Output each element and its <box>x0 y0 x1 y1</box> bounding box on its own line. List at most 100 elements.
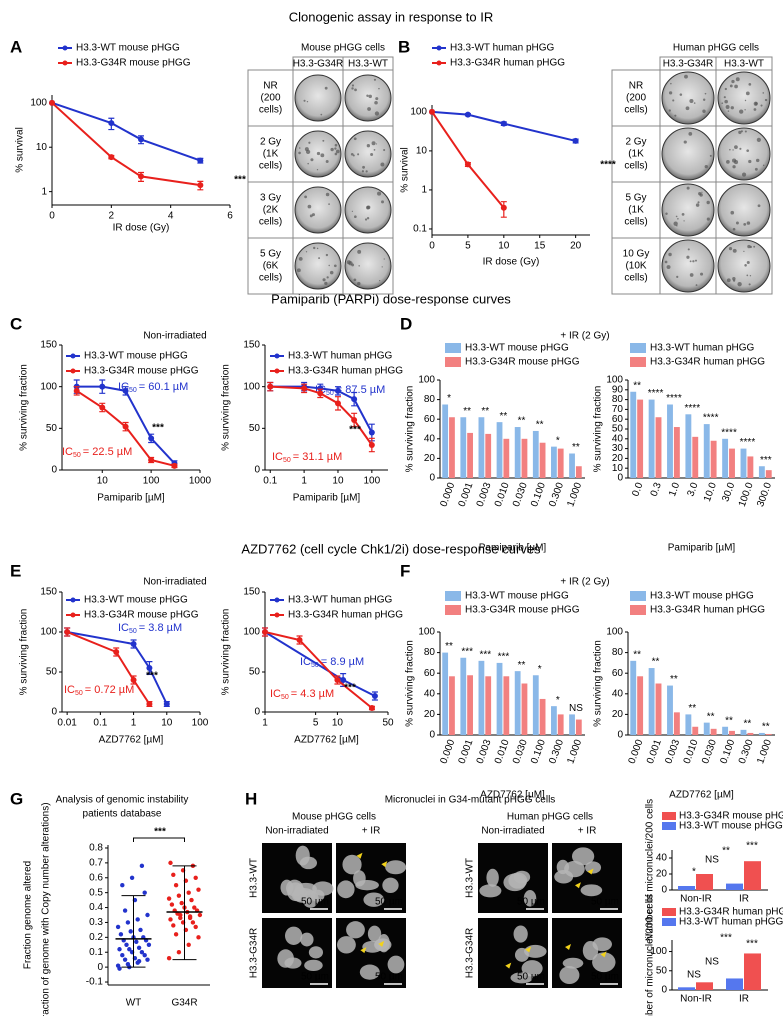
bar <box>557 714 564 735</box>
y-tick-label: 0 <box>51 465 57 476</box>
colony <box>383 258 385 260</box>
y-tick-label: 100 <box>606 375 623 386</box>
colony <box>310 158 314 162</box>
colony <box>695 203 700 207</box>
series-line <box>66 631 151 705</box>
bar <box>685 414 692 478</box>
y-tick-label: 150 <box>40 340 57 351</box>
nucleus <box>592 952 616 973</box>
significance: ** <box>572 442 580 453</box>
x-tick-label: 0.000 <box>438 738 457 766</box>
x-axis-label: AZD7762 [µM] <box>669 790 734 801</box>
significance: ** <box>481 406 489 417</box>
bar <box>747 456 754 478</box>
y-axis-label: % surviving fraction <box>19 609 30 696</box>
legend-swatch <box>445 591 461 601</box>
legend-label: H3.3-WT mouse pHGG <box>76 43 180 54</box>
colony <box>728 247 733 251</box>
point <box>125 920 131 925</box>
colony <box>311 213 315 217</box>
panel-letter: B <box>398 37 410 56</box>
legend-label: H3.3-WT mouse pHGG <box>679 821 783 832</box>
annotation: *** <box>146 671 158 682</box>
bar <box>575 719 582 735</box>
significance: ** <box>707 711 715 722</box>
significance: ** <box>744 718 752 729</box>
colony <box>744 109 746 111</box>
arrowhead <box>565 943 572 950</box>
colony <box>731 79 735 84</box>
x-tick-label: IR <box>739 894 749 905</box>
panel-subtitle: + IR (2 Gy) <box>560 331 609 342</box>
colony <box>305 149 311 155</box>
legend-marker <box>274 612 280 618</box>
nucleus <box>277 949 294 968</box>
legend-marker <box>274 597 280 603</box>
point <box>186 942 191 947</box>
colony <box>668 109 671 112</box>
point <box>197 157 204 164</box>
colony <box>762 164 765 167</box>
legend-swatch <box>445 357 461 367</box>
point <box>179 900 184 906</box>
significance: NS <box>705 855 719 866</box>
ic50-part: = 87.5 µM <box>336 384 385 396</box>
colony <box>324 281 328 286</box>
bar <box>521 683 528 735</box>
point <box>500 204 507 211</box>
y-tick-label: 100 <box>650 946 667 957</box>
point <box>371 693 378 699</box>
colony <box>702 98 706 101</box>
y-axis-label: % survival <box>15 127 26 173</box>
colony <box>698 191 702 196</box>
colony <box>735 221 739 225</box>
colony <box>683 140 687 144</box>
bar <box>765 733 772 735</box>
point <box>130 641 137 647</box>
ic50-label: IC50 = 0.72 µM <box>64 684 134 697</box>
x-tick-label: Non-IR <box>680 994 712 1005</box>
y-tick-label: 0 <box>429 730 435 741</box>
point <box>117 966 122 971</box>
row-label: cells) <box>259 105 282 116</box>
scale-bar-label: 50 µm <box>591 972 619 983</box>
colony <box>738 130 742 135</box>
y-tick-label: 70 <box>612 404 624 415</box>
colony <box>665 212 668 215</box>
legend-marker <box>436 60 442 66</box>
bar <box>630 391 637 478</box>
grid-title: Human pHGG cells <box>673 43 759 54</box>
x-tick-label: 0.100 <box>718 738 737 766</box>
annotation: *** <box>344 683 356 694</box>
bar <box>532 675 539 735</box>
series-line <box>270 385 373 433</box>
bar <box>442 404 449 478</box>
y-tick-label: 20 <box>424 453 436 464</box>
plate <box>344 242 392 290</box>
x-tick-label: G34R <box>171 998 197 1009</box>
legend-swatch <box>662 812 676 820</box>
arrowhead <box>574 882 581 889</box>
y-tick-label: 0.4 <box>89 902 103 913</box>
x-tick-label: 20 <box>570 241 582 252</box>
point <box>192 905 197 910</box>
significance: ** <box>633 649 641 660</box>
colony <box>744 130 747 133</box>
colony <box>668 252 672 257</box>
bar <box>551 706 557 735</box>
y-tick-label: 60 <box>424 668 436 679</box>
legend-label: H3.3-WT mouse pHGG <box>465 343 569 354</box>
nucleus <box>559 966 580 985</box>
point <box>122 957 128 962</box>
row-label: cells) <box>259 161 282 172</box>
y-tick-label: 100 <box>40 381 57 392</box>
colony <box>361 170 365 173</box>
panel-subtitle: Non-irradiated <box>143 331 206 342</box>
row-label: (10K <box>625 261 646 272</box>
colony <box>732 277 736 281</box>
nucleus <box>564 860 585 878</box>
point <box>118 932 124 937</box>
bar <box>478 660 485 735</box>
row-label: (1K <box>628 205 644 216</box>
bar <box>648 668 655 735</box>
